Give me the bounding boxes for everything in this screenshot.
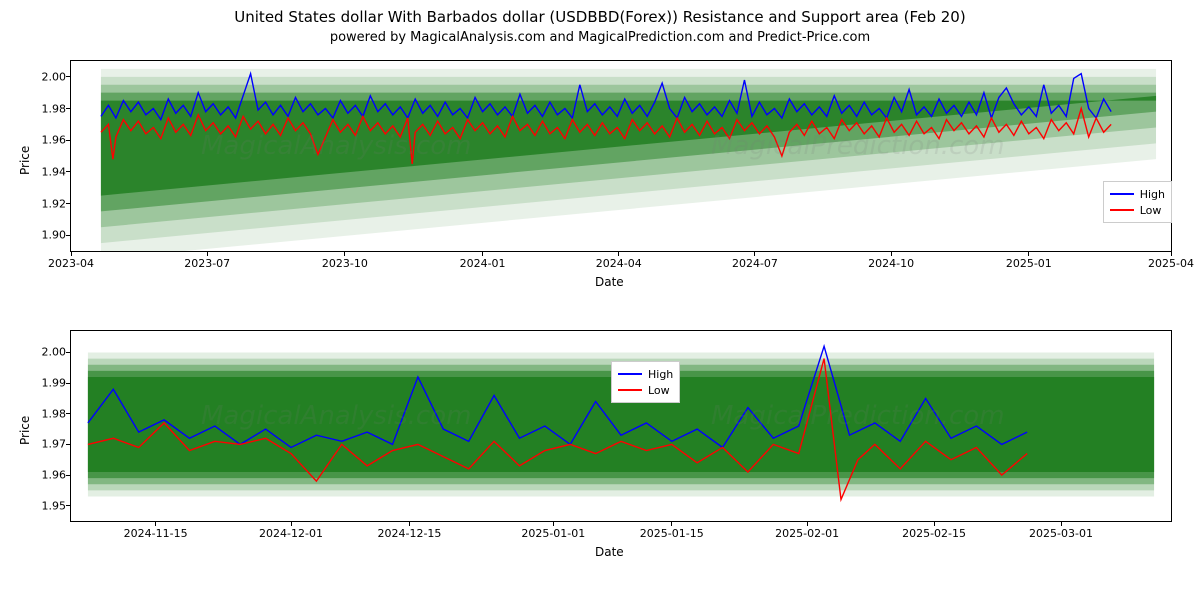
x-tick-label: 2023-07 — [167, 257, 247, 270]
x-tick-label: 2024-04 — [579, 257, 659, 270]
legend-swatch — [1110, 193, 1134, 195]
legend: High Low — [1103, 181, 1172, 223]
legend: High Low — [611, 361, 680, 403]
x-tick-label: 2025-02-01 — [767, 527, 847, 540]
x-tick-label: 2025-03-01 — [1021, 527, 1101, 540]
figure: United States dollar With Barbados dolla… — [0, 0, 1200, 600]
panel-top-plot — [71, 61, 1171, 251]
legend-label: High — [1140, 188, 1165, 201]
x-tick-label: 2025-04 — [1131, 257, 1200, 270]
y-axis-label: Price — [18, 416, 32, 445]
y-tick-label: 2.00 — [16, 346, 66, 359]
legend-swatch — [618, 389, 642, 391]
y-tick-label: 1.90 — [16, 229, 66, 242]
panel-top: MagicalAnalysis.com MagicalPrediction.co… — [70, 60, 1172, 252]
y-tick-label: 1.96 — [16, 469, 66, 482]
panel-bottom-plot — [71, 331, 1171, 521]
legend-item-high: High — [1110, 186, 1165, 202]
x-tick-label: 2023-04 — [31, 257, 111, 270]
legend-item-low: Low — [1110, 202, 1165, 218]
x-tick-label: 2025-02-15 — [894, 527, 974, 540]
legend-item-high: High — [618, 366, 673, 382]
chart-title: United States dollar With Barbados dolla… — [0, 8, 1200, 26]
x-tick-label: 2024-10 — [851, 257, 931, 270]
legend-swatch — [618, 373, 642, 375]
legend-item-low: Low — [618, 382, 673, 398]
y-tick-label: 1.96 — [16, 134, 66, 147]
y-tick-label: 2.00 — [16, 70, 66, 83]
x-axis-label: Date — [595, 545, 624, 559]
x-tick-label: 2025-01 — [989, 257, 1069, 270]
x-axis-label: Date — [595, 275, 624, 289]
legend-swatch — [1110, 209, 1134, 211]
x-tick-label: 2024-07 — [715, 257, 795, 270]
x-tick-label: 2025-01-15 — [632, 527, 712, 540]
x-tick-label: 2024-11-15 — [116, 527, 196, 540]
chart-subtitle: powered by MagicalAnalysis.com and Magic… — [0, 30, 1200, 45]
y-axis-label: Price — [18, 146, 32, 175]
x-tick-label: 2025-01-01 — [513, 527, 593, 540]
x-tick-label: 2024-01 — [443, 257, 523, 270]
x-tick-label: 2024-12-01 — [251, 527, 331, 540]
y-tick-label: 1.92 — [16, 197, 66, 210]
x-tick-label: 2024-12-15 — [369, 527, 449, 540]
y-tick-label: 1.98 — [16, 102, 66, 115]
x-tick-label: 2023-10 — [305, 257, 385, 270]
panel-bottom: MagicalAnalysis.com MagicalPrediction.co… — [70, 330, 1172, 522]
y-tick-label: 1.99 — [16, 377, 66, 390]
legend-label: High — [648, 368, 673, 381]
legend-label: Low — [648, 384, 670, 397]
legend-label: Low — [1140, 204, 1162, 217]
y-tick-label: 1.95 — [16, 499, 66, 512]
